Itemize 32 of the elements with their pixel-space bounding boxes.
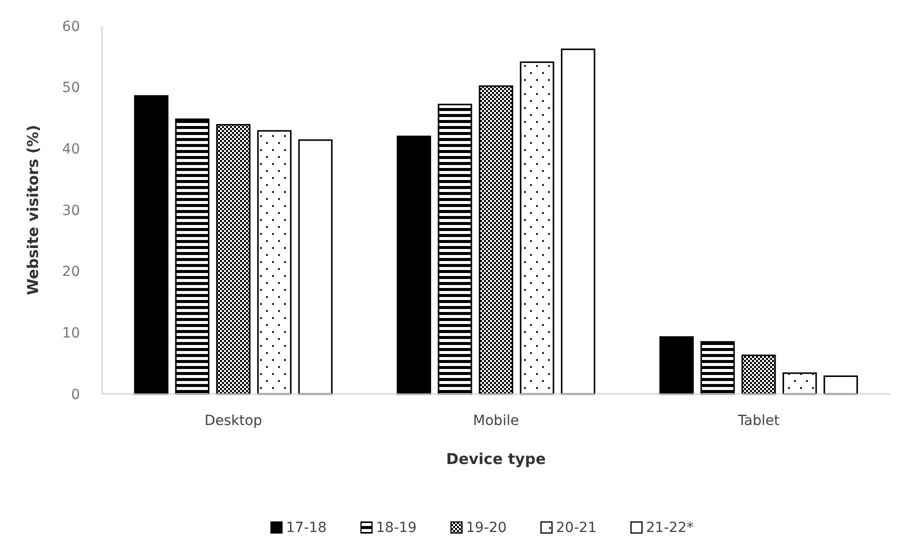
bar	[478, 85, 514, 395]
bar	[782, 372, 817, 395]
legend-label: 17-18	[286, 520, 327, 536]
bar	[175, 118, 210, 395]
y-tick-label: 10	[62, 326, 80, 342]
bar	[134, 95, 168, 395]
y-axis-title: Website visitors (%)	[24, 124, 42, 296]
y-tick-label: 20	[62, 264, 80, 280]
bar	[700, 341, 735, 395]
legend-label: 21-22*	[646, 520, 694, 536]
bar	[560, 48, 596, 395]
y-tick-label: 60	[62, 18, 80, 35]
bar	[742, 354, 776, 395]
x-tick-label: Mobile	[473, 413, 519, 429]
y-tick-label: 40	[62, 142, 80, 158]
y-tick-label: 50	[62, 80, 80, 96]
x-tick-label: Tablet	[736, 413, 780, 429]
bar	[659, 336, 694, 395]
bar	[257, 130, 292, 395]
legend-label: 20-21	[556, 520, 597, 536]
bar	[396, 136, 432, 395]
bar	[298, 139, 333, 395]
bar	[216, 124, 250, 395]
legend-label: 18-19	[376, 520, 417, 536]
bar	[520, 61, 554, 395]
x-axis-title: Device type	[446, 450, 546, 468]
y-tick-label: 0	[71, 386, 80, 403]
x-tick-label: Desktop	[204, 413, 262, 429]
y-tick-label: 30	[62, 202, 80, 219]
bar	[438, 104, 472, 395]
bar	[824, 375, 858, 395]
legend-label: 19-20	[466, 520, 507, 536]
